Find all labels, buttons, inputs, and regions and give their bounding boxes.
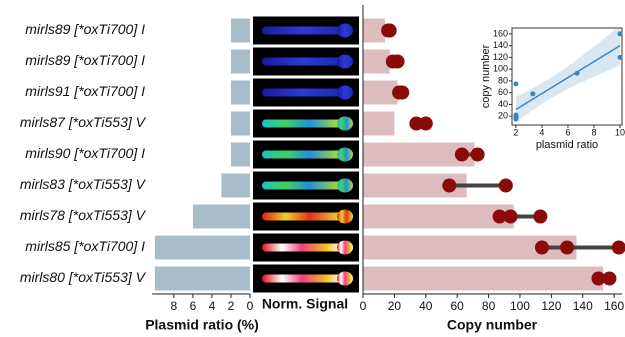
x-tick-label: 0: [247, 299, 254, 313]
point: [395, 86, 409, 100]
point: [560, 241, 574, 255]
bar: [363, 267, 603, 291]
row-label: mirls80 [*oxTi553] V: [20, 269, 147, 285]
bar: [155, 267, 250, 291]
y-tick-label: 20: [498, 111, 508, 121]
y-tick-label: 40: [498, 99, 508, 109]
worm-body: [262, 151, 342, 159]
point: [535, 241, 549, 255]
point: [504, 210, 518, 224]
worm-head: [337, 179, 353, 193]
point: [419, 117, 433, 131]
row-label: mirls83 [*oxTi553] V: [20, 176, 147, 192]
bar: [231, 143, 250, 167]
point: [618, 31, 623, 36]
x-tick-label: 160: [604, 299, 624, 313]
point: [442, 179, 456, 193]
point: [383, 24, 397, 38]
x-tick-label: 2: [513, 127, 518, 137]
x-tick-label: 20: [388, 299, 402, 313]
image-axis-title: Norm. Signal: [262, 296, 348, 312]
point: [530, 91, 535, 96]
bar: [155, 236, 250, 260]
x-tick-label: 10: [615, 127, 625, 137]
bar: [363, 112, 394, 136]
row-label: mirls89 [*oxTi700] I: [25, 21, 145, 37]
x-tick-label: 4: [539, 127, 544, 137]
x-tick-label: 4: [209, 299, 216, 313]
x-tick-label: 100: [510, 299, 530, 313]
point: [618, 55, 623, 60]
y-tick-label: 160: [493, 28, 508, 38]
y-tick-label: 60: [498, 87, 508, 97]
worm-head: [337, 55, 353, 69]
worm-body: [262, 89, 342, 97]
point: [513, 81, 518, 86]
x-tick-label: 120: [541, 299, 561, 313]
x-tick-label: 8: [171, 299, 178, 313]
bar: [231, 112, 250, 136]
x-tick-label: 6: [565, 127, 570, 137]
y-tick-label: 80: [498, 75, 508, 85]
x-tick-label: 60: [451, 299, 465, 313]
worm-body: [262, 275, 342, 283]
point: [391, 55, 405, 69]
y-tick-label: 120: [493, 52, 508, 62]
x-tick-label: 0: [360, 299, 367, 313]
point: [602, 272, 616, 286]
x-axis-title: Copy number: [447, 317, 538, 333]
worm-body: [262, 182, 342, 190]
row-label: mirls90 [*oxTi700] I: [25, 145, 145, 161]
bar: [231, 50, 250, 74]
bar: [363, 205, 514, 229]
y-tick-label: 140: [493, 40, 508, 50]
worm-head: [337, 241, 353, 255]
point: [533, 210, 547, 224]
worm-head: [337, 24, 353, 38]
x-tick-label: 8: [592, 127, 597, 137]
point: [499, 179, 513, 193]
row-label: mirls78 [*oxTi553] V: [20, 207, 147, 223]
x-tick-label: 6: [190, 299, 197, 313]
y-tick-label: 100: [493, 64, 508, 74]
inset-x-title: plasmid ratio: [536, 139, 598, 151]
bar: [363, 50, 390, 74]
worm-body: [262, 120, 342, 128]
bar: [231, 81, 250, 105]
worm-body: [262, 244, 342, 252]
x-tick-label: 80: [482, 299, 496, 313]
x-tick-label: 2: [228, 299, 235, 313]
bar: [221, 174, 250, 198]
row-label: mirls89 [*oxTi700] I: [25, 52, 145, 68]
point: [455, 148, 469, 162]
worm-head: [337, 272, 353, 286]
worm-head: [337, 117, 353, 131]
bar: [193, 205, 250, 229]
worm-body: [262, 27, 342, 35]
x-tick-label: 40: [419, 299, 433, 313]
row-label: mirls87 [*oxTi553] V: [20, 114, 147, 130]
figure: Norm. Signal mirls89 [*oxTi700] I mirls89…: [0, 0, 625, 337]
bar: [231, 19, 250, 43]
worm-head: [337, 86, 353, 100]
point: [612, 241, 625, 255]
worm-head: [337, 148, 353, 162]
worm-body: [262, 213, 342, 221]
point: [513, 113, 518, 118]
row-label: mirls85 [*oxTi700] I: [25, 238, 145, 254]
point: [575, 71, 580, 76]
x-axis-title: Plasmid ratio (%): [145, 317, 259, 333]
worm-head: [337, 210, 353, 224]
worm-body: [262, 58, 342, 66]
row-label: mirls91 [*oxTi700] I: [25, 83, 145, 99]
inset-y-title: copy number: [480, 44, 492, 108]
x-tick-label: 140: [573, 299, 593, 313]
point: [471, 148, 485, 162]
